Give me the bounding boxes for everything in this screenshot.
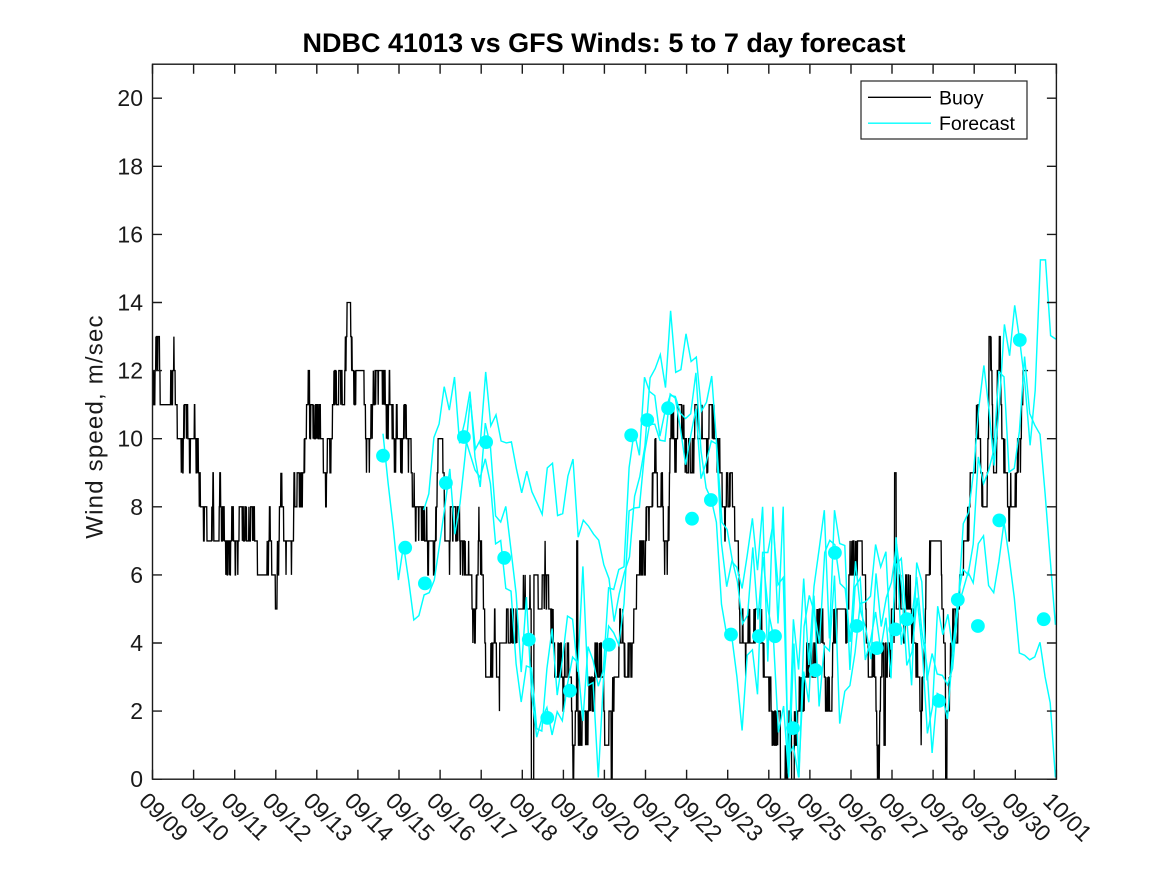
svg-text:20: 20 (117, 85, 143, 111)
svg-text:18: 18 (117, 153, 143, 179)
svg-text:8: 8 (130, 494, 143, 520)
svg-text:2: 2 (130, 698, 143, 724)
svg-text:12: 12 (117, 358, 143, 384)
svg-text:Buoy: Buoy (939, 87, 984, 109)
svg-text:NDBC 41013 vs GFS Winds: 5 to: NDBC 41013 vs GFS Winds: 5 to 7 day fore… (303, 28, 906, 58)
svg-text:16: 16 (117, 221, 143, 247)
svg-text:14: 14 (117, 290, 143, 316)
svg-text:6: 6 (130, 562, 143, 588)
svg-text:Forecast: Forecast (939, 113, 1015, 135)
svg-text:10: 10 (117, 426, 143, 452)
svg-text:Wind speed, m/sec: Wind speed, m/sec (82, 314, 109, 538)
svg-text:4: 4 (130, 630, 143, 656)
svg-text:0: 0 (130, 766, 143, 792)
